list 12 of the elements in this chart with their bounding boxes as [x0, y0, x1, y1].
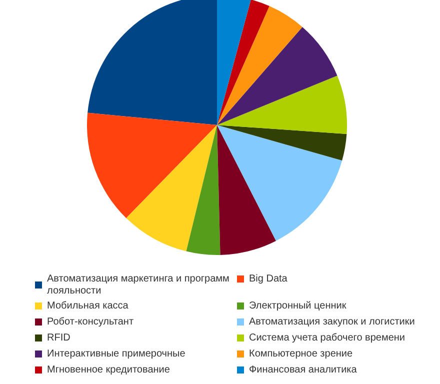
- legend-label: Робот-консультант: [47, 316, 134, 328]
- legend-label: Финансовая аналитика: [249, 364, 358, 376]
- legend-label: RFID: [47, 332, 70, 344]
- legend-label: Мгновенное кредитование: [47, 364, 170, 376]
- legend-label: Компьютерное зрение: [249, 348, 353, 360]
- legend-label: Автоматизация закупок и логистики: [249, 316, 415, 328]
- legend-label: Мобильная касса: [47, 300, 129, 312]
- legend-label: Интерактивные примерочные: [47, 348, 186, 360]
- legend-label: Big Data: [249, 274, 288, 284]
- legend-label: Электронный ценник: [249, 300, 347, 312]
- legend-label: Система учета рабочего времени: [249, 332, 406, 344]
- legend-label: Автоматизация маркетинга и программ лояльности: [47, 274, 230, 296]
